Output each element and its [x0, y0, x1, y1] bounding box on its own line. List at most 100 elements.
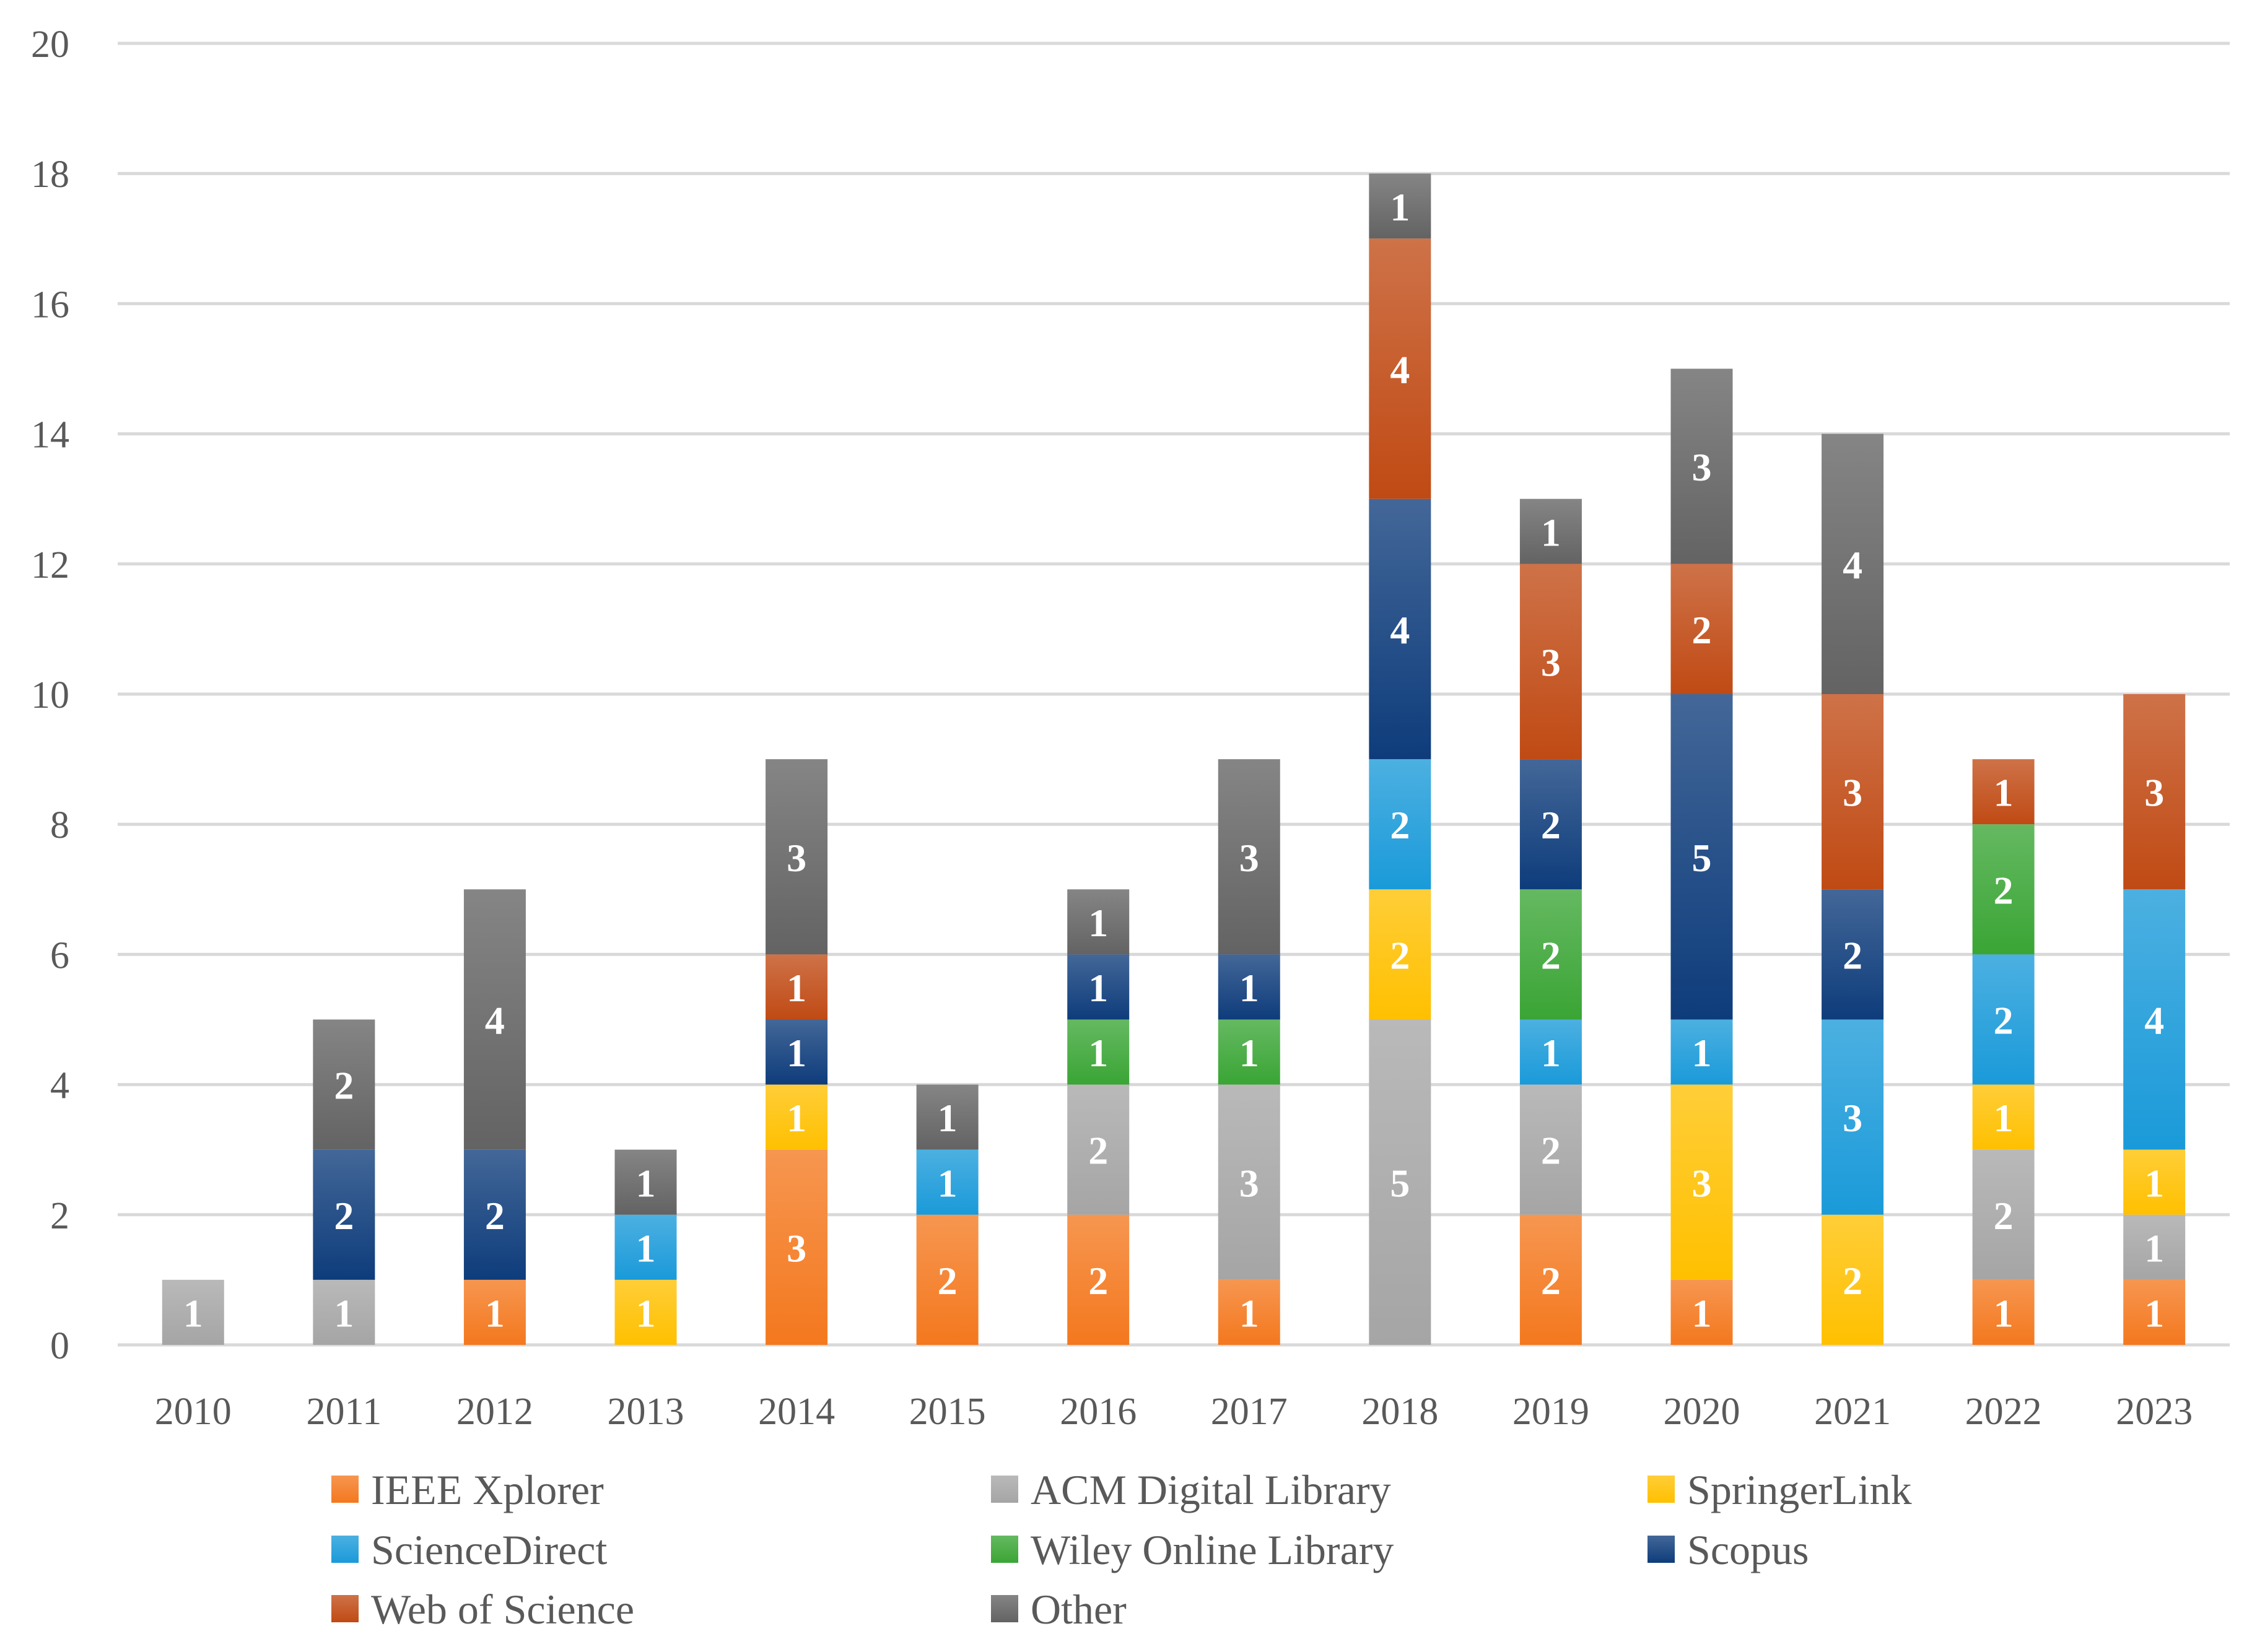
data-label: 4 — [2144, 999, 2164, 1043]
bar-segment-other-2019 — [1519, 498, 1582, 564]
data-label: 1 — [1994, 771, 2014, 815]
bar-segment-ieee-xplorer-2014 — [766, 1149, 828, 1345]
bar-segment-springerlink-2021 — [1822, 1214, 1884, 1345]
y-tick-label: 8 — [50, 804, 69, 846]
bar-segment-other-2018 — [1369, 173, 1431, 239]
bar-segment-web-of-science-2020 — [1670, 563, 1733, 694]
data-label: 2 — [1541, 803, 1561, 847]
data-label: 1 — [1541, 510, 1561, 554]
data-label: 2 — [1843, 1259, 1862, 1303]
data-label: 3 — [1692, 445, 1712, 489]
legend-item-other: Other — [991, 1586, 1127, 1633]
bar-segment-scopus-2020 — [1670, 694, 1733, 1020]
data-label: 3 — [1843, 771, 1862, 815]
y-tick-label: 0 — [50, 1325, 69, 1367]
legend-label: Other — [1031, 1586, 1127, 1633]
bar-segment-web-of-science-2023 — [2123, 694, 2186, 890]
x-tick-label: 2010 — [155, 1391, 232, 1433]
data-label: 2 — [1390, 933, 1410, 977]
x-tick-label: 2013 — [608, 1391, 684, 1433]
data-label: 1 — [636, 1161, 656, 1205]
legend-item-springerlink: SpringerLink — [1648, 1466, 1912, 1513]
y-tick-label: 18 — [31, 154, 69, 196]
x-tick-label: 2017 — [1211, 1391, 1288, 1433]
legend-label: Web of Science — [371, 1586, 634, 1633]
data-label: 1 — [485, 1291, 505, 1335]
data-label: 3 — [787, 836, 806, 880]
data-label: 3 — [2144, 771, 2164, 815]
legend-swatch — [331, 1536, 359, 1563]
y-tick-label: 10 — [31, 674, 69, 716]
bar-segment-ieee-xplorer-2020 — [1670, 1279, 1733, 1345]
bar-segment-wiley-online-library-2016 — [1067, 1019, 1130, 1085]
legend-swatch — [1648, 1536, 1675, 1563]
bar-segment-scopus-2017 — [1218, 954, 1280, 1020]
data-label: 1 — [938, 1161, 958, 1205]
bar-segment-acm-digital-library-2011 — [313, 1279, 375, 1345]
data-label: 1 — [1541, 1031, 1561, 1075]
bar-segment-web-of-science-2021 — [1822, 694, 1884, 890]
bar-segment-ieee-xplorer-2017 — [1218, 1279, 1280, 1345]
bar-segment-springerlink-2022 — [1972, 1084, 2035, 1150]
bar-segment-sciencedirect-2019 — [1519, 1019, 1582, 1085]
data-label: 2 — [938, 1259, 958, 1303]
legend-label: Scopus — [1687, 1526, 1809, 1573]
bar-segment-ieee-xplorer-2023 — [2123, 1279, 2186, 1345]
data-label: 2 — [1994, 868, 2014, 912]
bar-segment-acm-digital-library-2016 — [1067, 1084, 1130, 1215]
data-label: 1 — [2144, 1226, 2164, 1270]
legend-swatch — [991, 1476, 1018, 1503]
data-label: 1 — [787, 1031, 806, 1075]
bar-segment-other-2012 — [463, 889, 526, 1150]
legend-label: IEEE Xplorer — [371, 1466, 604, 1513]
data-label: 2 — [1541, 1129, 1561, 1173]
y-tick-label: 6 — [50, 934, 69, 976]
legend: IEEE Xplorer ACM Digital Library SpringerL… — [331, 1466, 1912, 1633]
data-label: 4 — [1843, 543, 1862, 587]
legend-item-scopus: Scopus — [1648, 1526, 1809, 1573]
x-tick-label: 2019 — [1512, 1391, 1589, 1433]
data-label: 1 — [334, 1291, 354, 1335]
bar-segment-sciencedirect-2015 — [916, 1149, 979, 1215]
data-label: 1 — [636, 1226, 656, 1270]
legend-swatch — [331, 1595, 359, 1622]
bar-segment-other-2015 — [916, 1084, 979, 1150]
legend-item-sciencedirect: ScienceDirect — [331, 1526, 607, 1573]
x-tick-label: 2011 — [307, 1391, 382, 1433]
x-tick-label: 2012 — [456, 1391, 533, 1433]
bar-segment-other-2011 — [313, 1019, 375, 1150]
y-tick-label: 4 — [50, 1065, 69, 1107]
y-tick-label: 20 — [31, 24, 69, 66]
x-tick-label: 2016 — [1060, 1391, 1137, 1433]
data-label: 2 — [1088, 1129, 1108, 1173]
bar-segment-other-2014 — [766, 759, 828, 955]
gridlines — [118, 41, 2230, 1347]
bar-segment-web-of-science-2022 — [1972, 759, 2035, 825]
bar-segment-scopus-2021 — [1822, 889, 1884, 1020]
legend-item-acm-digital-library: ACM Digital Library — [991, 1466, 1391, 1513]
bar-segment-web-of-science-2018 — [1369, 238, 1431, 499]
bar-segment-springerlink-2023 — [2123, 1149, 2186, 1215]
data-label: 1 — [2144, 1291, 2164, 1335]
y-tick-label: 16 — [31, 284, 69, 326]
bar-segment-ieee-xplorer-2019 — [1519, 1214, 1582, 1345]
bar-segment-ieee-xplorer-2012 — [463, 1279, 526, 1345]
bar-segment-scopus-2016 — [1067, 954, 1130, 1020]
data-label: 1 — [1088, 901, 1108, 945]
data-label: 1 — [1088, 966, 1108, 1010]
x-tick-label: 2020 — [1664, 1391, 1740, 1433]
data-label: 1 — [1994, 1291, 2014, 1335]
y-tick-label: 2 — [50, 1195, 69, 1237]
data-label: 2 — [1994, 999, 2014, 1043]
x-tick-label: 2022 — [1965, 1391, 2042, 1433]
bar-segment-acm-digital-library-2023 — [2123, 1214, 2186, 1280]
bars — [162, 173, 2186, 1345]
legend-item-web-of-science: Web of Science — [331, 1586, 634, 1633]
data-label: 3 — [1843, 1096, 1862, 1140]
x-tick-label: 2015 — [909, 1391, 986, 1433]
data-label: 1 — [1088, 1031, 1108, 1075]
data-label: 3 — [1239, 836, 1259, 880]
data-label: 4 — [1390, 348, 1410, 392]
x-tick-label: 2018 — [1361, 1391, 1438, 1433]
